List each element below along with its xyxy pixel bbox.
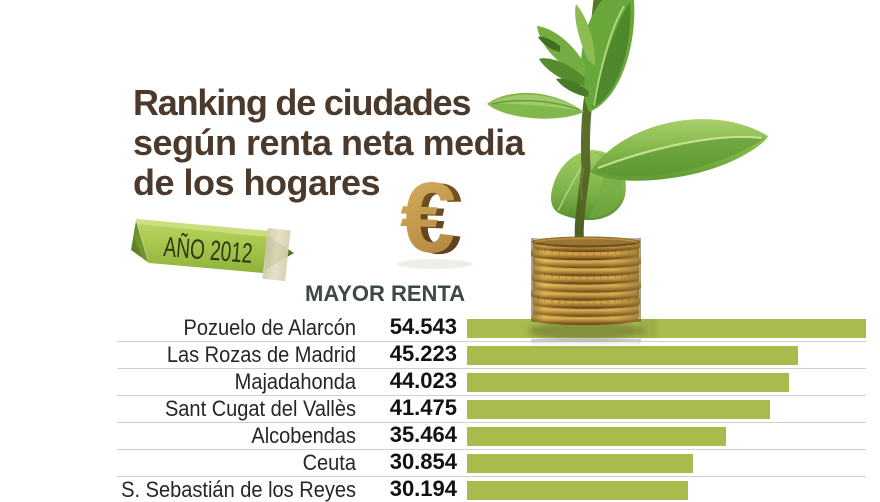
svg-text:€: € [398, 178, 457, 275]
svg-text:AÑO 2012: AÑO 2012 [163, 231, 254, 269]
svg-text:€: € [405, 178, 464, 276]
